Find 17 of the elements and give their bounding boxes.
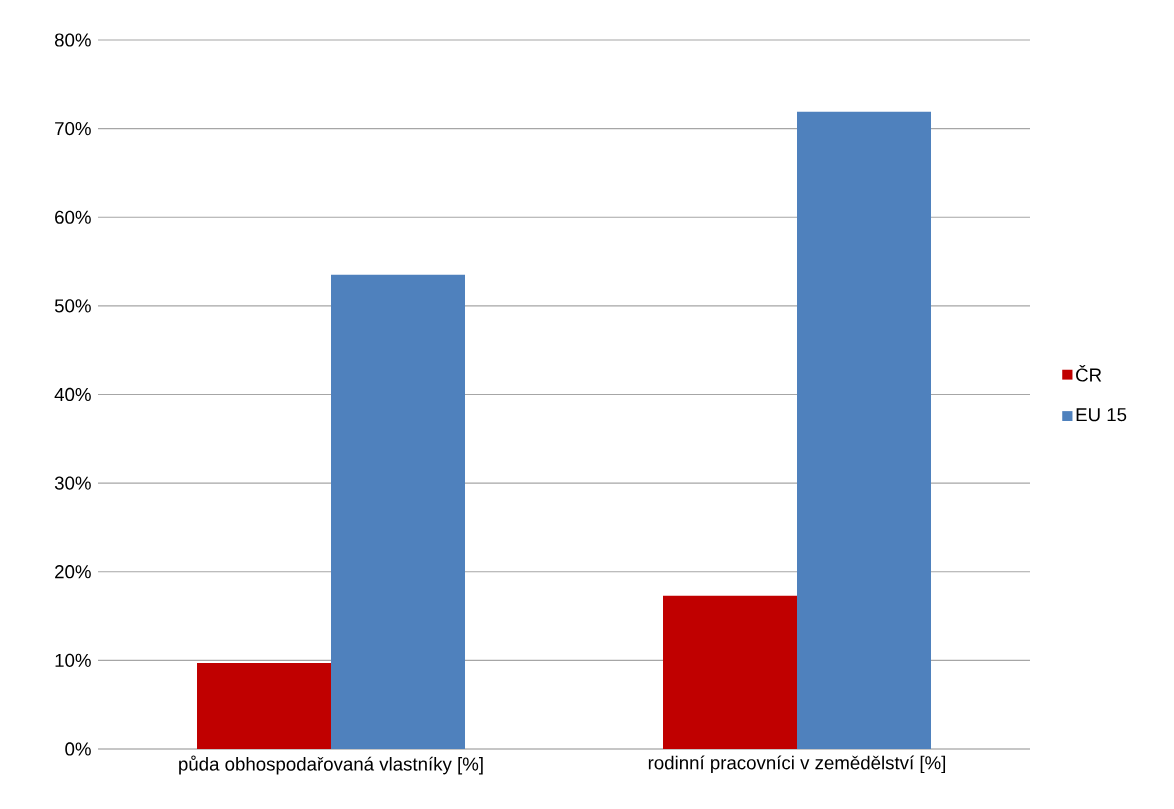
y-tick-label: 60% [55,210,91,224]
legend-label: ČR [1076,365,1102,382]
legend-label: EU 15 [1076,408,1127,422]
y-tick-label: 20% [55,565,91,579]
y-tick-label: 50% [54,299,91,313]
y-tick-label: 0% [65,742,91,756]
x-tick-label: půda obhospodařovaná vlastníky [%] [179,755,483,775]
y-tick-label: 40% [54,387,91,402]
bar [331,274,465,749]
y-tick-label: 30% [54,476,91,490]
y-tick-label: 10% [55,653,91,667]
bar [663,595,798,749]
bar [797,111,931,749]
x-tick-label: rodinní pracovníci v zemědělství [%] [648,755,946,774]
bar [197,663,332,749]
y-tick-label: 70% [55,122,91,136]
y-tick-label: 80% [54,33,91,47]
